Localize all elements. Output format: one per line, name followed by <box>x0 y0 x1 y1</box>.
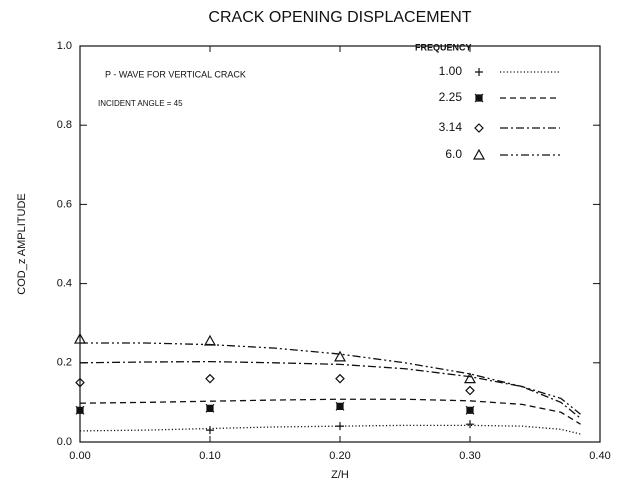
legend-label: 6.0 <box>445 147 462 161</box>
annotation: P - WAVE FOR VERTICAL CRACK <box>105 69 246 79</box>
y-tick-label: 1.0 <box>57 40 72 52</box>
marker <box>336 422 344 431</box>
legend-label: 2.25 <box>439 90 463 104</box>
y-tick-label: 0.8 <box>57 119 72 131</box>
marker <box>75 377 85 388</box>
marker <box>463 372 477 384</box>
series-line <box>79 424 581 435</box>
legend-marker <box>474 93 484 103</box>
y-tick-label: 0.2 <box>57 357 72 369</box>
marker <box>466 420 474 429</box>
x-tick-label: 0.00 <box>69 450 90 462</box>
legend-title: FREQUENCY <box>415 42 472 52</box>
marker <box>335 373 345 384</box>
marker <box>75 405 85 415</box>
marker <box>333 350 347 362</box>
x-tick-label: 0.30 <box>459 450 480 462</box>
marker <box>465 385 475 396</box>
marker <box>205 403 215 413</box>
marker <box>205 373 215 384</box>
y-tick-label: 0.6 <box>57 198 72 210</box>
legend-marker <box>472 148 486 160</box>
legend-marker <box>475 68 483 76</box>
x-tick-label: 0.10 <box>199 450 220 462</box>
series-line <box>79 360 581 419</box>
series-line <box>80 342 581 415</box>
series-line <box>79 398 581 425</box>
marker <box>203 334 217 346</box>
annotation: INCIDENT ANGLE = 45 <box>98 99 183 108</box>
x-axis-label: Z/H <box>331 469 349 481</box>
marker <box>335 401 345 411</box>
legend-label: 3.14 <box>439 120 463 134</box>
legend-marker <box>474 123 484 133</box>
y-tick-label: 0.4 <box>57 278 72 290</box>
legend-label: 1.00 <box>439 64 463 78</box>
x-tick-label: 0.40 <box>589 450 610 462</box>
y-axis-label: COD_z AMPLITUDE <box>16 193 28 294</box>
y-tick-label: 0.0 <box>57 436 72 448</box>
marker <box>465 405 475 415</box>
marker <box>73 332 87 344</box>
marker <box>206 426 214 435</box>
chart-title: CRACK OPENING DISPLACEMENT <box>208 9 471 26</box>
x-tick-label: 0.20 <box>329 450 350 462</box>
